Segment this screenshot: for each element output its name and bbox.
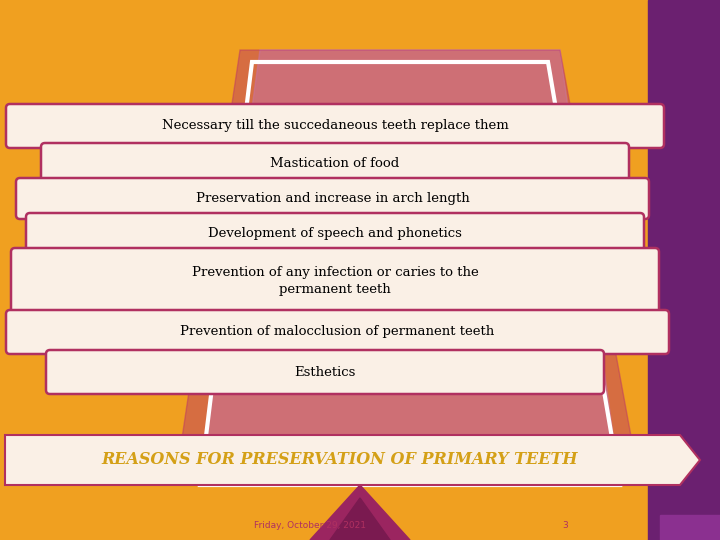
Text: Prevention of any infection or caries to the
permanent teeth: Prevention of any infection or caries to… [192,266,478,296]
Polygon shape [310,485,410,540]
Text: Friday, October 29, 2021: Friday, October 29, 2021 [254,522,366,530]
FancyBboxPatch shape [41,143,629,184]
FancyBboxPatch shape [11,248,659,314]
Polygon shape [175,50,640,485]
Bar [648,0,720,540]
Text: Prevention of malocclusion of permanent teeth: Prevention of malocclusion of permanent … [181,326,495,339]
Polygon shape [5,435,700,485]
Polygon shape [200,50,620,485]
Bar [660,515,720,540]
Polygon shape [330,498,390,540]
FancyBboxPatch shape [26,213,644,254]
Text: REASONS FOR PRESERVATION OF PRIMARY TEETH: REASONS FOR PRESERVATION OF PRIMARY TEET… [102,450,578,468]
Text: Mastication of food: Mastication of food [271,157,400,170]
FancyBboxPatch shape [16,178,649,219]
FancyBboxPatch shape [6,310,669,354]
Text: Preservation and increase in arch length: Preservation and increase in arch length [196,192,469,205]
Text: Esthetics: Esthetics [294,366,356,379]
FancyBboxPatch shape [6,104,664,148]
FancyBboxPatch shape [46,350,604,394]
Text: Necessary till the succedaneous teeth replace them: Necessary till the succedaneous teeth re… [161,119,508,132]
Text: 3: 3 [562,522,568,530]
Text: Development of speech and phonetics: Development of speech and phonetics [208,227,462,240]
